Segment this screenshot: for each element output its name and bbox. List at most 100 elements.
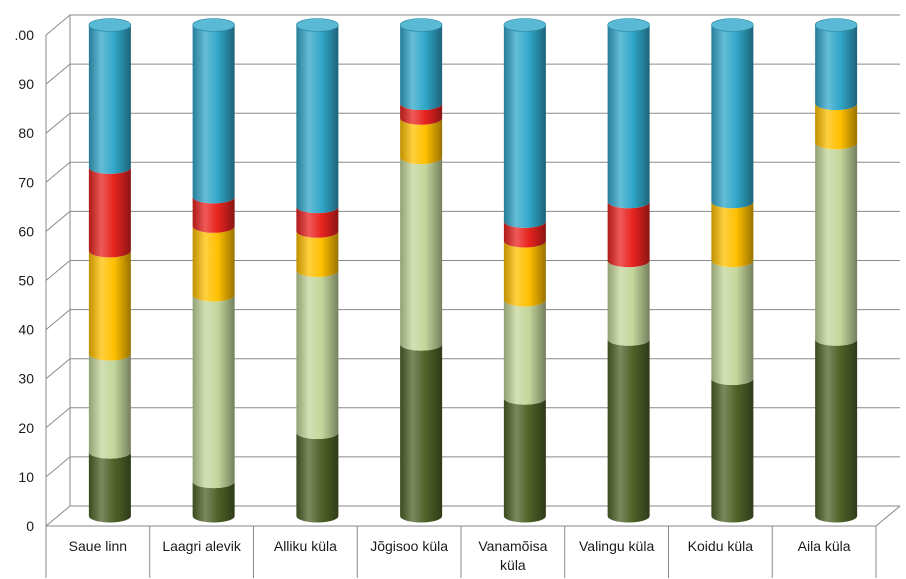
bar-body [88, 25, 131, 174]
y-tick-label-50: 50 [18, 273, 34, 289]
bar-body [296, 432, 339, 523]
x-tick-label-6: Koidu küla [688, 538, 754, 554]
bar-body [607, 339, 650, 523]
x-tick-label-5: Valingu küla [579, 538, 654, 554]
bar-body [296, 270, 339, 440]
bar-3-series-3 [400, 103, 443, 125]
y-tick-label-40: 40 [18, 322, 34, 338]
bar-5-series-0 [607, 339, 650, 523]
bar-7-series-0 [815, 339, 858, 523]
bar-cap-7 [814, 18, 858, 32]
y-tick-label-80: 80 [18, 125, 34, 141]
bar-2-series-1 [296, 270, 339, 440]
bar-body [192, 481, 235, 523]
bar-3-series-2 [400, 118, 443, 165]
x-tick-label-3: Jõgisoo küla [370, 538, 448, 554]
bar-body [296, 231, 339, 277]
bar-7-series-2 [815, 103, 858, 150]
bar-body [296, 206, 339, 238]
bar-1-series-0 [192, 481, 235, 523]
bar-cap-5 [607, 18, 650, 32]
gridline-side-30 [45, 358, 71, 380]
bar-body [607, 260, 650, 346]
y-tick-label-30: 30 [18, 371, 34, 387]
bar-2-series-2 [296, 231, 339, 277]
bar-body [711, 378, 754, 523]
bar-body [296, 25, 339, 214]
gridline-side-20 [45, 407, 71, 429]
y-tick-label-70: 70 [18, 174, 34, 190]
bar-body [815, 103, 858, 150]
x-tick-label-0: Saue linn [69, 538, 127, 554]
bar-body [711, 25, 754, 209]
bar-body [400, 25, 443, 111]
bar-body [88, 353, 131, 459]
bar-0-series-0 [88, 452, 131, 523]
gridlines [45, 14, 900, 527]
bar-body [815, 339, 858, 523]
bar-0-series-3 [88, 167, 131, 258]
axes [45, 15, 901, 578]
x-tick-label-1: Laagri alevik [162, 538, 242, 554]
bar-body [503, 241, 546, 307]
bar-cap-3 [399, 18, 443, 32]
bar-1-series-4 [192, 25, 235, 204]
bar-4-series-2 [503, 241, 546, 307]
gridline-side-70 [45, 161, 71, 183]
bar-body [503, 25, 546, 228]
bar-3-series-1 [400, 157, 443, 351]
bar-5-series-3 [607, 201, 650, 268]
bar-body [815, 25, 858, 111]
bar-4-series-3 [503, 221, 546, 248]
bar-4-series-4 [503, 25, 546, 228]
bar-body [88, 452, 131, 523]
gridline-side-100 [45, 14, 71, 36]
axis-labels: 0 10 20 30 40 50 60 70 80 90 .00 Saue linn Laagri al… [15, 27, 851, 573]
gridline-side-10 [45, 456, 71, 478]
bar-7-series-1 [815, 142, 858, 346]
bar-cap-6 [711, 18, 754, 32]
bar-body [607, 201, 650, 268]
x-tick-label-4-line1: küla [500, 557, 526, 573]
y-tick-label-0: 0 [26, 518, 34, 534]
x-tick-label-4: Vanamõisa [478, 538, 547, 554]
bar-2-series-4 [296, 25, 339, 214]
bar-3-series-0 [400, 344, 443, 523]
bar-2-series-3 [296, 206, 339, 238]
y-tick-label-10: 10 [18, 469, 34, 485]
bar-cap-1 [192, 18, 235, 32]
bar-6-series-1 [711, 260, 754, 386]
bar-3-series-4 [400, 25, 443, 111]
y-tick-label-20: 20 [18, 420, 34, 436]
bar-body [607, 25, 650, 209]
y-tick-label-100: .00 [15, 27, 35, 43]
bar-0-series-4 [88, 25, 131, 174]
bar-body [192, 226, 235, 302]
bar-1-series-2 [192, 226, 235, 302]
bar-cap-2 [296, 18, 339, 32]
bar-body [400, 344, 443, 523]
gridline-side-60 [45, 211, 71, 232]
floor-right-edge [875, 505, 901, 527]
bar-body [400, 103, 443, 125]
bar-4-series-0 [503, 398, 546, 523]
bar-2-series-0 [296, 432, 339, 523]
bar-body [503, 398, 546, 523]
bar-4-series-1 [503, 299, 546, 405]
bar-cap-0 [88, 18, 132, 32]
bars [88, 18, 858, 523]
bar-body [400, 157, 443, 351]
bar-body [400, 118, 443, 165]
bar-body [815, 142, 858, 346]
gridline-side-90 [45, 63, 71, 85]
bar-0-series-1 [88, 353, 131, 459]
gridline-side-80 [45, 112, 71, 134]
bar-5-series-1 [607, 260, 650, 346]
bar-body [192, 295, 235, 489]
bar-body [503, 299, 546, 405]
bar-0-series-2 [88, 250, 131, 361]
gridline-side-0 [45, 505, 71, 527]
bar-body [88, 250, 131, 361]
